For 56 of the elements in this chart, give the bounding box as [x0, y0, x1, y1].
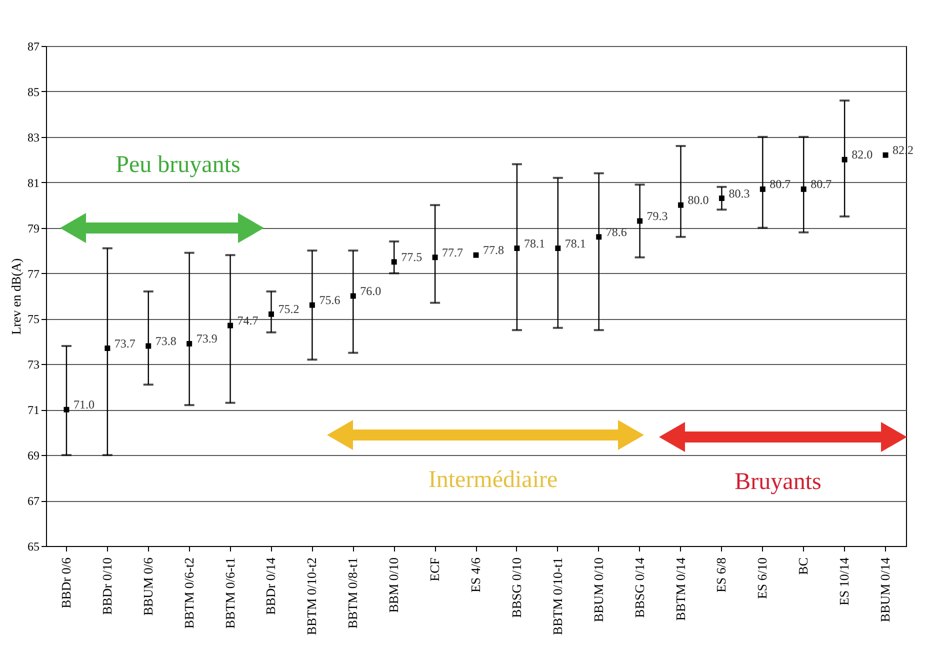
x-tick-label: BBM 0/10	[386, 558, 402, 613]
text: 73.7	[114, 336, 136, 350]
text: 80.0	[688, 193, 709, 208]
y-tick-label: 75	[28, 312, 40, 326]
x-tick-label: BBSG 0/10	[508, 558, 524, 618]
y-tick-label: 79	[28, 221, 40, 236]
x-tick-label: BBDr 0/14	[263, 557, 278, 615]
x-tick-label: BBTM 0/10-t2	[304, 558, 320, 636]
x-tick-label: BBTM 0/6-t1	[222, 558, 238, 629]
y-tick-label: 67	[28, 494, 40, 508]
x-tick-label: BBTM 0/14	[672, 557, 688, 621]
text: 76.0	[360, 284, 382, 298]
annotation: Bruyants	[734, 469, 822, 495]
x-tick-label: BBTM 0/8-t1	[345, 558, 360, 629]
y-tick-label: 71	[28, 403, 40, 418]
text: 78.6	[606, 224, 627, 239]
text: 77.7	[442, 245, 464, 260]
text: 75.2	[278, 302, 300, 316]
x-tick-label: ES 6/10	[754, 558, 770, 600]
point	[882, 152, 888, 158]
text: 75.6	[319, 293, 340, 308]
text: 80.3	[728, 186, 750, 200]
text: 79.3	[646, 209, 668, 223]
y-tick-label: 65	[28, 540, 40, 554]
x-tick-label: BC	[796, 558, 811, 575]
x-tick-label: BBTM 0/6-t2	[181, 558, 196, 629]
y-tick-label: 85	[28, 84, 40, 99]
text: 77.8	[483, 243, 504, 258]
x-tick-label: BBDr 0/6	[58, 557, 74, 608]
text: 73.9	[196, 332, 218, 346]
y-tick-label: 77	[28, 266, 40, 281]
text: 82.0	[852, 148, 873, 162]
x-tick-label: BBUM 0/14	[878, 557, 893, 622]
x-tick-label: ES 4/6	[468, 557, 483, 593]
x-tick-label: ES 10/14	[836, 557, 852, 606]
x-tick-label: BBUM 0/10	[590, 558, 606, 622]
point	[473, 252, 479, 258]
x-tick-label: BBSG 0/14	[632, 557, 647, 618]
y-tick-label: 83	[28, 130, 40, 144]
y-tick-label: 81	[28, 176, 40, 190]
text: 78.1	[564, 236, 586, 250]
text: 77.5	[401, 250, 422, 264]
text: 78.1	[524, 236, 545, 250]
y-tick-label: 87	[28, 40, 40, 54]
x-tick-label: ECF	[427, 558, 442, 582]
x-tick-label: BBDr 0/10	[99, 558, 114, 615]
text: 73.8	[155, 334, 176, 348]
x-tick-label: ES 6/8	[714, 558, 729, 593]
text: 71.0	[73, 398, 94, 412]
y-tick-label: 69	[28, 448, 40, 463]
x-tick-label: BBUM 0/6	[140, 557, 156, 616]
y-axis-title: Lrev en dB(A)	[8, 258, 24, 335]
annotation: Peu bruyants	[116, 152, 240, 178]
annotation: Intermédiaire	[428, 467, 558, 493]
x-tick-label: BBTM 0/10-t1	[550, 558, 565, 636]
y-tick-label: 73	[28, 358, 40, 372]
